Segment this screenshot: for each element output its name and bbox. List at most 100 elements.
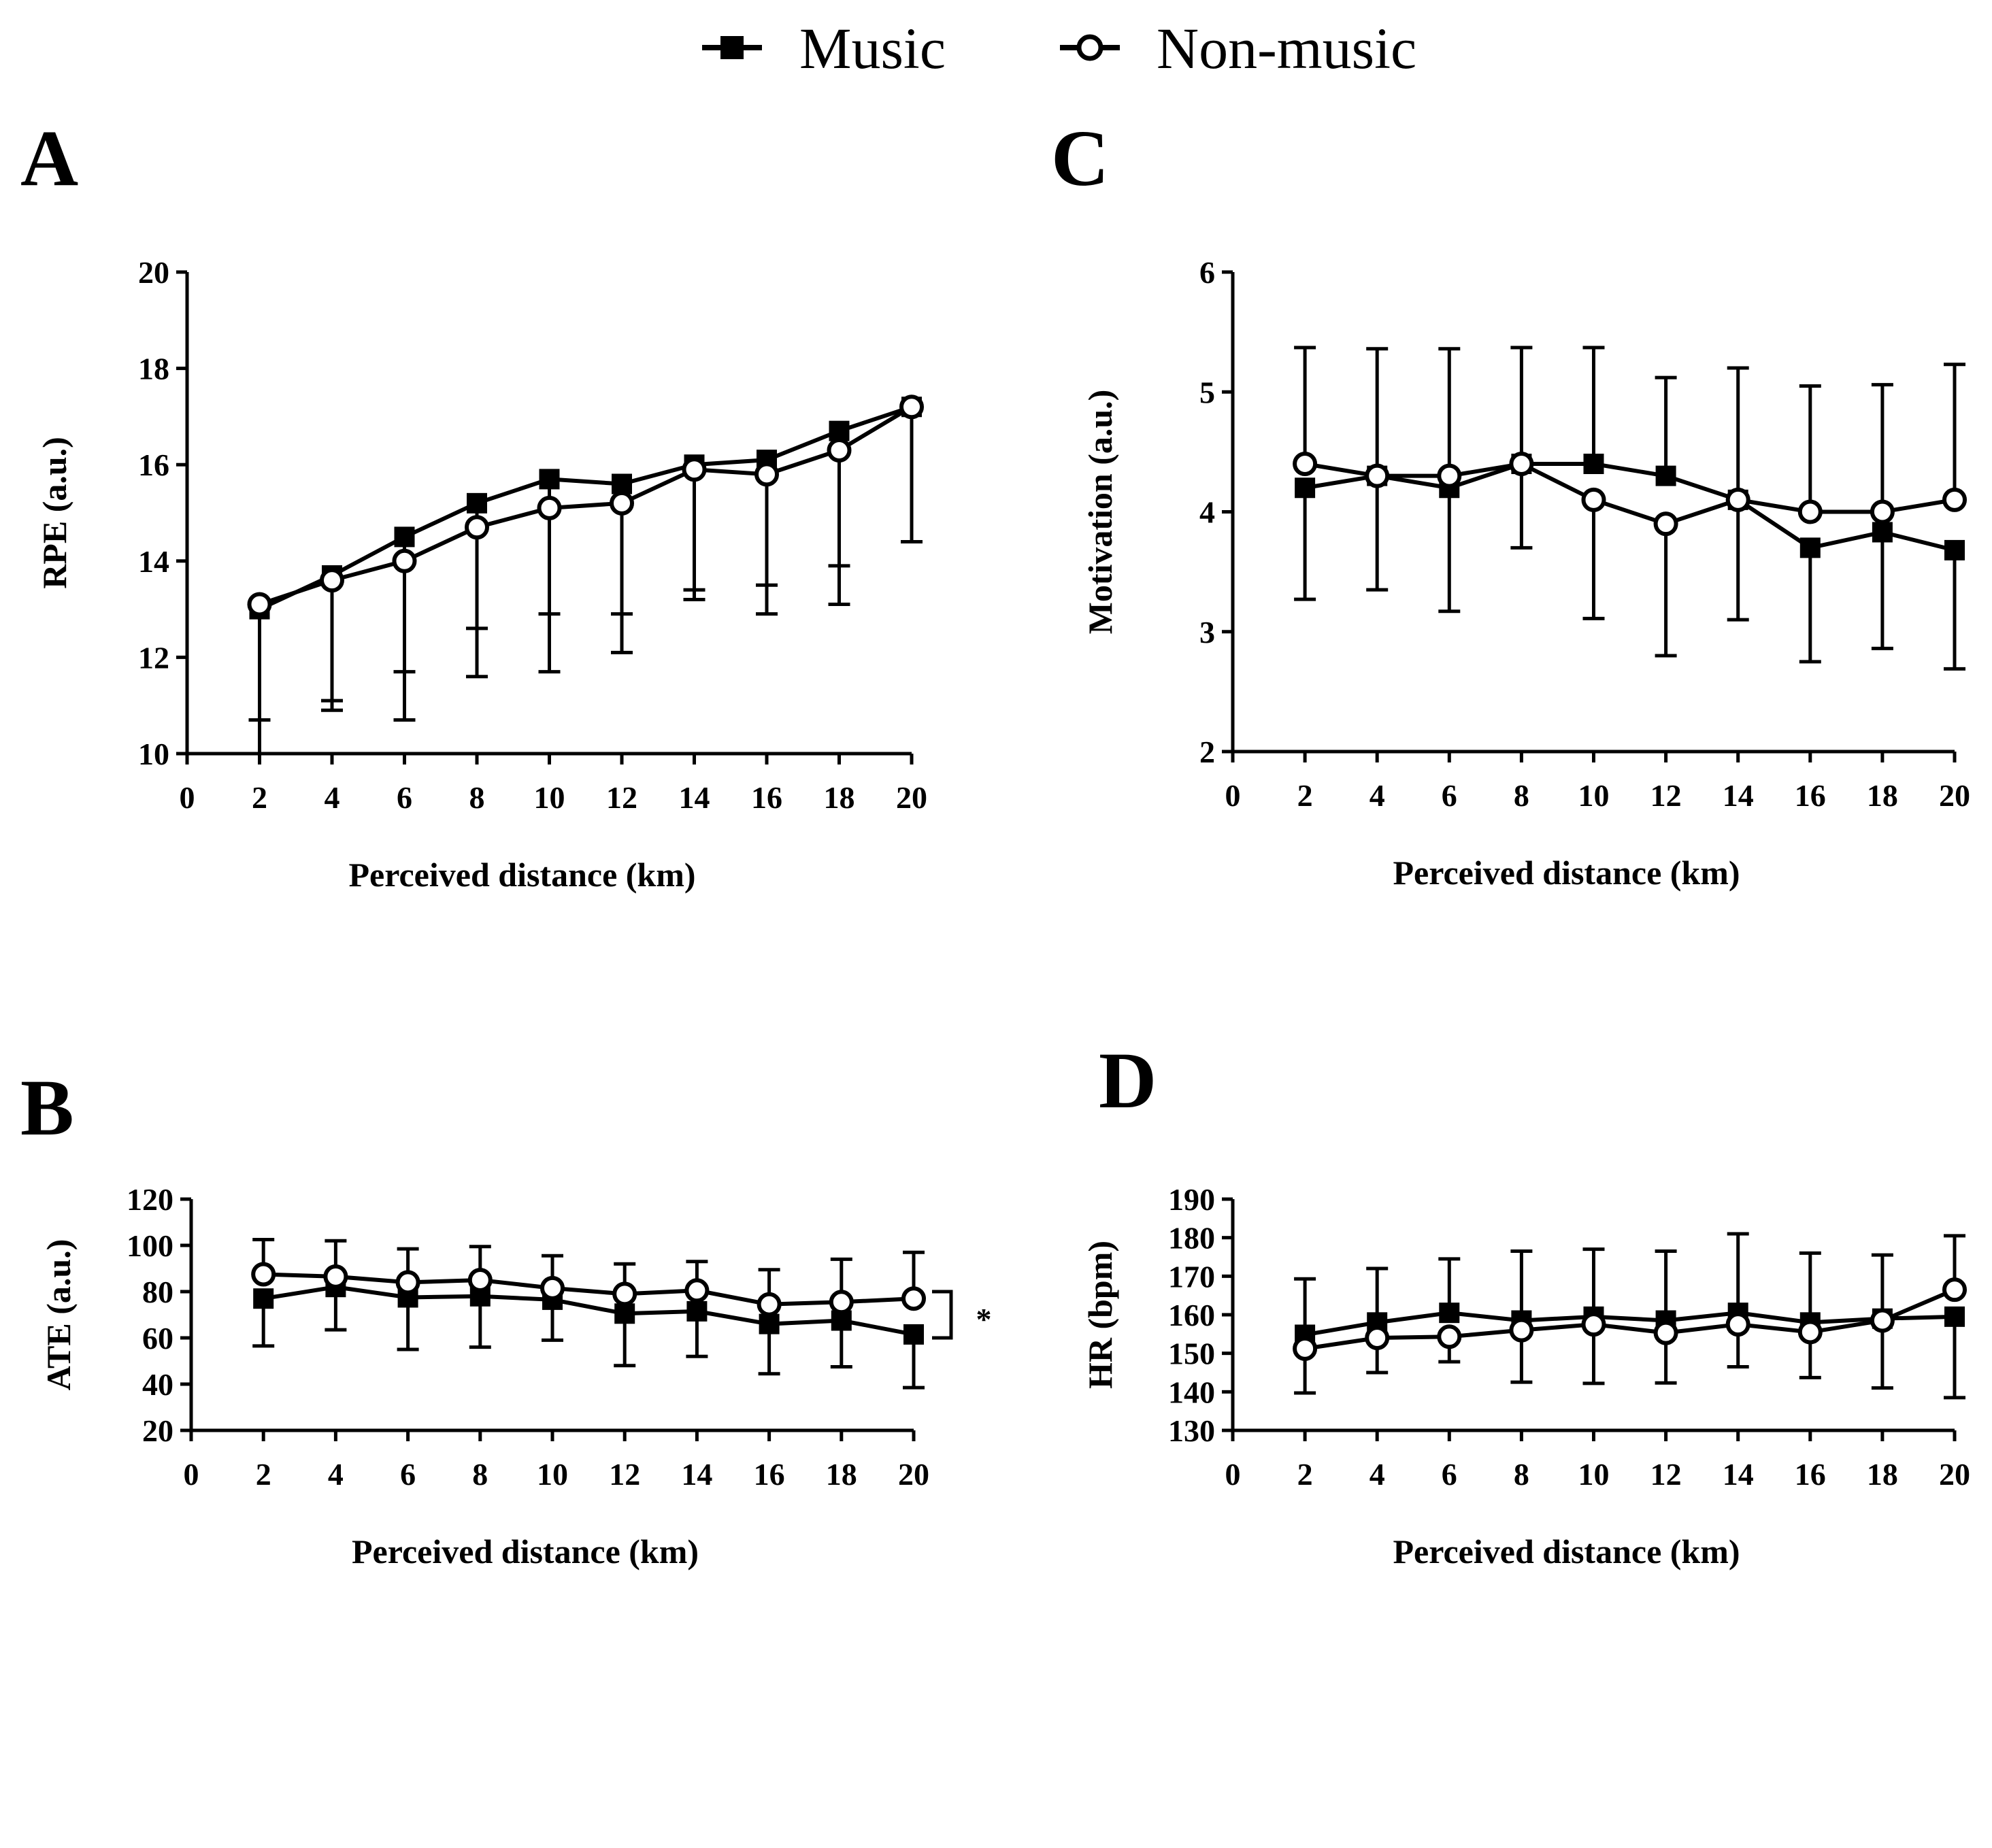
panel-d-non-music-point: [1365, 1326, 1390, 1350]
panel-b-music-point: [686, 1300, 708, 1322]
panel-a-music-line: [259, 405, 912, 611]
panel-a-non-music-point: [610, 490, 634, 516]
panel-a-x-tick-label: 12: [606, 780, 637, 815]
panel-c-y-tick-label: 3: [1199, 615, 1215, 650]
panel-a-y-tick-label: 10: [138, 737, 169, 771]
panel-d-x-axis-title: Perceived distance (km): [1393, 1532, 1740, 1570]
panel-d-non-music-point: [1942, 1277, 1967, 1303]
panel-c-y-tick-label: 5: [1199, 375, 1215, 409]
panel-d-y-tick-label: 180: [1168, 1221, 1215, 1256]
panel-c-non-music-point: [1581, 487, 1606, 512]
panel-a-non-music-point: [465, 515, 489, 540]
panel-c-non-music-point: [1509, 452, 1534, 476]
panel-d-x-tick-label: 8: [1514, 1457, 1529, 1492]
panel-d-x-tick-label: 16: [1795, 1457, 1826, 1492]
panel-c-letter: C: [1051, 114, 1109, 203]
panel-a-x-tick-label: 14: [679, 780, 710, 815]
panel-d-y-tick-label: 170: [1168, 1259, 1215, 1294]
panel-b-y-tick-label: 100: [127, 1228, 173, 1263]
panel-d-y-tick-label: 150: [1168, 1337, 1215, 1371]
panel-c-non-music-point: [1870, 499, 1895, 524]
panel-b-non-music-point: [829, 1290, 854, 1315]
panel-b-non-music-point: [251, 1262, 276, 1287]
panel-a-x-tick-label: 2: [252, 780, 267, 815]
legend-music-label: Music: [799, 16, 946, 81]
panel-b-music-point: [759, 1313, 780, 1334]
panel-b-y-tick-label: 20: [142, 1413, 173, 1448]
panel-b-y-tick-label: 80: [142, 1275, 173, 1309]
panel-b-x-tick-label: 16: [754, 1457, 785, 1492]
panel-d-x-tick-label: 6: [1442, 1457, 1457, 1492]
panel-d-music-point: [1944, 1306, 1965, 1327]
panel-d-non-music-point: [1797, 1320, 1823, 1345]
panel-c-non-music-point: [1365, 463, 1390, 488]
panel-c-non-music-point: [1653, 511, 1678, 537]
panel-c-x-tick-label: 0: [1225, 778, 1241, 813]
panel-a-non-music-point: [682, 457, 707, 482]
panel-b-y-axis-title: ATE (a.u.): [39, 1239, 78, 1391]
panel-c-non-music-line: [1304, 461, 1955, 526]
panel-a-y-axis-title: RPE (a.u.): [35, 437, 73, 589]
panel-c-y-tick-label: 6: [1199, 255, 1215, 290]
panel-a-x-axis-title: Perceived distance (km): [348, 856, 695, 894]
panel-d-non-music-point: [1725, 1312, 1750, 1337]
panel-a-y-tick-label: 18: [138, 352, 169, 386]
panel-d-y-tick-label: 160: [1168, 1298, 1215, 1332]
panel-b-x-tick-label: 2: [256, 1457, 271, 1492]
panel-d-x-tick-label: 10: [1578, 1457, 1610, 1492]
panel-b-x-tick-label: 0: [184, 1457, 199, 1492]
panel-b-non-music-point: [540, 1275, 565, 1300]
panel-c-x-tick-label: 12: [1650, 778, 1682, 813]
panel-c-non-music-point: [1437, 463, 1462, 488]
panel-b-non-music-point: [467, 1268, 493, 1292]
panel-c-x-tick-label: 18: [1867, 778, 1898, 813]
legend-music-marker: [720, 36, 744, 59]
panel-b-x-tick-label: 8: [472, 1457, 488, 1492]
panel-c-x-tick-label: 20: [1939, 778, 1970, 813]
panel-c-x-tick-label: 8: [1514, 778, 1529, 813]
panel-d-non-music-point: [1509, 1317, 1534, 1343]
panel-b-x-tick-label: 10: [537, 1457, 568, 1492]
panel-c-x-tick-label: 10: [1578, 778, 1610, 813]
panel-c-non-music-point: [1293, 452, 1318, 476]
panel-d-non-music-line: [1304, 1288, 1956, 1351]
panel-c-music-point: [1944, 539, 1965, 560]
panel-d-x-tick-label: 18: [1867, 1457, 1898, 1492]
panel-a-y-tick-label: 20: [138, 255, 169, 290]
panel-b-x-tick-label: 6: [400, 1457, 416, 1492]
panel-a-music-point: [539, 469, 560, 490]
panel-d-non-music-point: [1653, 1320, 1678, 1345]
panel-d-x-tick-label: 4: [1370, 1457, 1385, 1492]
panel-c-music-line: [1304, 462, 1955, 552]
panel-c-x-axis-title: Perceived distance (km): [1393, 854, 1740, 892]
panel-b-music-point: [614, 1303, 635, 1324]
panel-a-x-tick-label: 18: [824, 780, 855, 815]
panel-b-x-tick-label: 4: [328, 1457, 344, 1492]
panel-b-music-point: [253, 1288, 274, 1309]
panel-a-non-music-point: [392, 548, 417, 573]
panel-a-x-tick-label: 0: [180, 780, 195, 815]
panels: A0 2 4 6 8 10 12 14 16 18 20101214161820Perceived …: [20, 114, 1970, 1570]
panel-a-non-music-point: [899, 394, 924, 420]
legend-nonmusic-marker: [1076, 34, 1103, 61]
panel-b-x-tick-label: 14: [681, 1457, 712, 1492]
panel-b-non-music-point: [757, 1292, 782, 1317]
panel-b-non-music-line: [263, 1272, 914, 1307]
panel-b-music-line: [263, 1285, 914, 1337]
panel-b-significance-label: *: [976, 1302, 992, 1337]
panel-d-letter: D: [1099, 1036, 1157, 1125]
panel-c-y-axis-title: Motivation (a.u.): [1081, 390, 1119, 635]
panel-c-x-tick-label: 14: [1723, 778, 1754, 813]
panel-c-x-tick-label: 16: [1795, 778, 1826, 813]
panel-d-music-line: [1304, 1311, 1955, 1337]
panel-b-non-music-point: [323, 1264, 348, 1289]
panel-a-x-tick-label: 6: [397, 780, 412, 815]
panel-b-non-music-point: [395, 1270, 420, 1295]
panel-a-non-music-line: [259, 405, 913, 607]
panel-c-music-point: [1583, 454, 1604, 474]
panel-b-letter: B: [20, 1063, 74, 1152]
panel-b-non-music-point: [612, 1281, 637, 1307]
